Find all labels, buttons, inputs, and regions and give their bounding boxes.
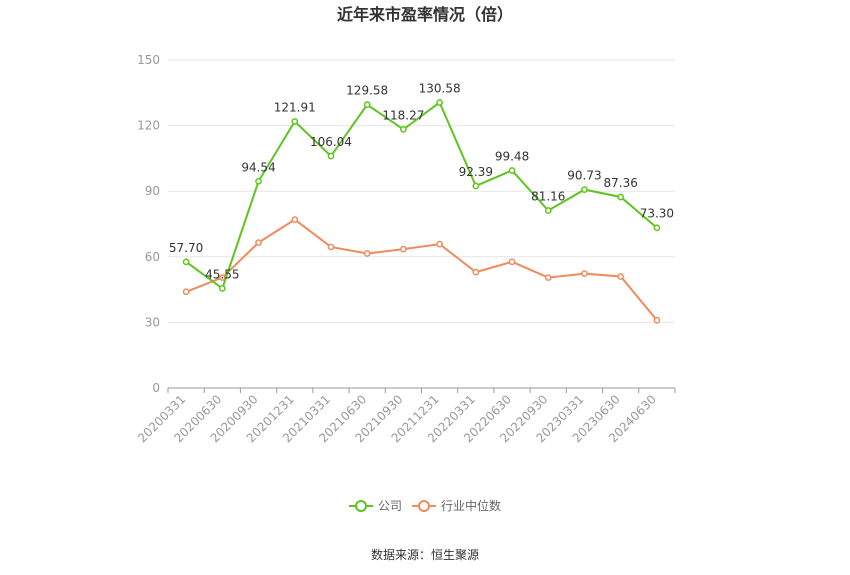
y-tick-label: 90 [145,184,160,198]
legend-item-industry-median[interactable]: 行业中位数 [412,498,501,513]
data-label: 92.39 [459,165,493,179]
y-axis: 0 30 60 90 120 150 [137,53,160,395]
data-point[interactable] [400,126,407,133]
data-label: 45.55 [205,267,239,281]
data-point[interactable] [255,177,262,185]
data-point[interactable] [327,243,335,251]
data-point[interactable] [508,258,516,266]
y-tick-label: 0 [152,381,160,395]
data-point[interactable] [581,270,588,277]
data-label: 81.16 [531,190,565,204]
y-tick-label: 60 [145,250,160,264]
y-tick-label: 120 [137,119,160,133]
data-label: 57.70 [169,241,203,255]
data-label: 73.30 [640,207,674,221]
data-point[interactable] [653,316,661,324]
data-label: 94.54 [241,160,275,174]
data-label: 129.58 [346,84,388,98]
data-label: 106.04 [310,135,352,149]
data-point[interactable] [182,258,190,266]
data-label: 118.27 [382,108,424,122]
legend-label: 公司 [378,499,402,513]
grid-lines [168,59,675,323]
data-point[interactable] [472,268,480,276]
x-axis: 2020033120200630202009302020123120210331… [135,387,676,445]
data-point[interactable] [617,273,625,280]
legend-item-company[interactable]: 公司 [349,499,402,513]
data-point[interactable] [617,193,625,201]
data-point[interactable] [218,285,226,292]
series-line [185,100,658,291]
data-label: 99.48 [495,149,529,163]
legend-marker [355,500,367,512]
data-point[interactable] [508,167,516,174]
y-tick-label: 30 [145,315,160,329]
data-label: 121.91 [274,100,316,114]
legend[interactable]: 公司 行业中位数 [349,498,501,513]
data-point[interactable] [363,101,371,109]
data-point[interactable] [436,99,443,106]
y-tick-label: 150 [137,53,160,67]
data-point[interactable] [544,274,552,281]
legend-marker [418,500,430,512]
data-point[interactable] [363,250,371,257]
data-point[interactable] [327,152,335,160]
data-label: 130.58 [419,81,461,95]
data-point[interactable] [436,240,443,248]
data-source: 数据来源：恒生聚源 [371,547,479,562]
data-point[interactable] [581,186,588,193]
legend-label: 行业中位数 [441,498,501,513]
data-point[interactable] [291,216,299,223]
data-point[interactable] [218,274,226,281]
series-line [185,218,658,321]
data-point[interactable] [182,288,190,296]
data-point[interactable] [544,207,552,214]
data-point[interactable] [255,239,262,246]
data-label: 90.73 [567,169,601,183]
data-point[interactable] [400,245,407,253]
data-label: 87.36 [603,176,637,190]
data-point[interactable] [472,182,480,190]
data-point[interactable] [291,118,299,125]
data-point[interactable] [653,224,661,232]
chart-title: 近年来市盈率情况（倍） [337,5,513,24]
